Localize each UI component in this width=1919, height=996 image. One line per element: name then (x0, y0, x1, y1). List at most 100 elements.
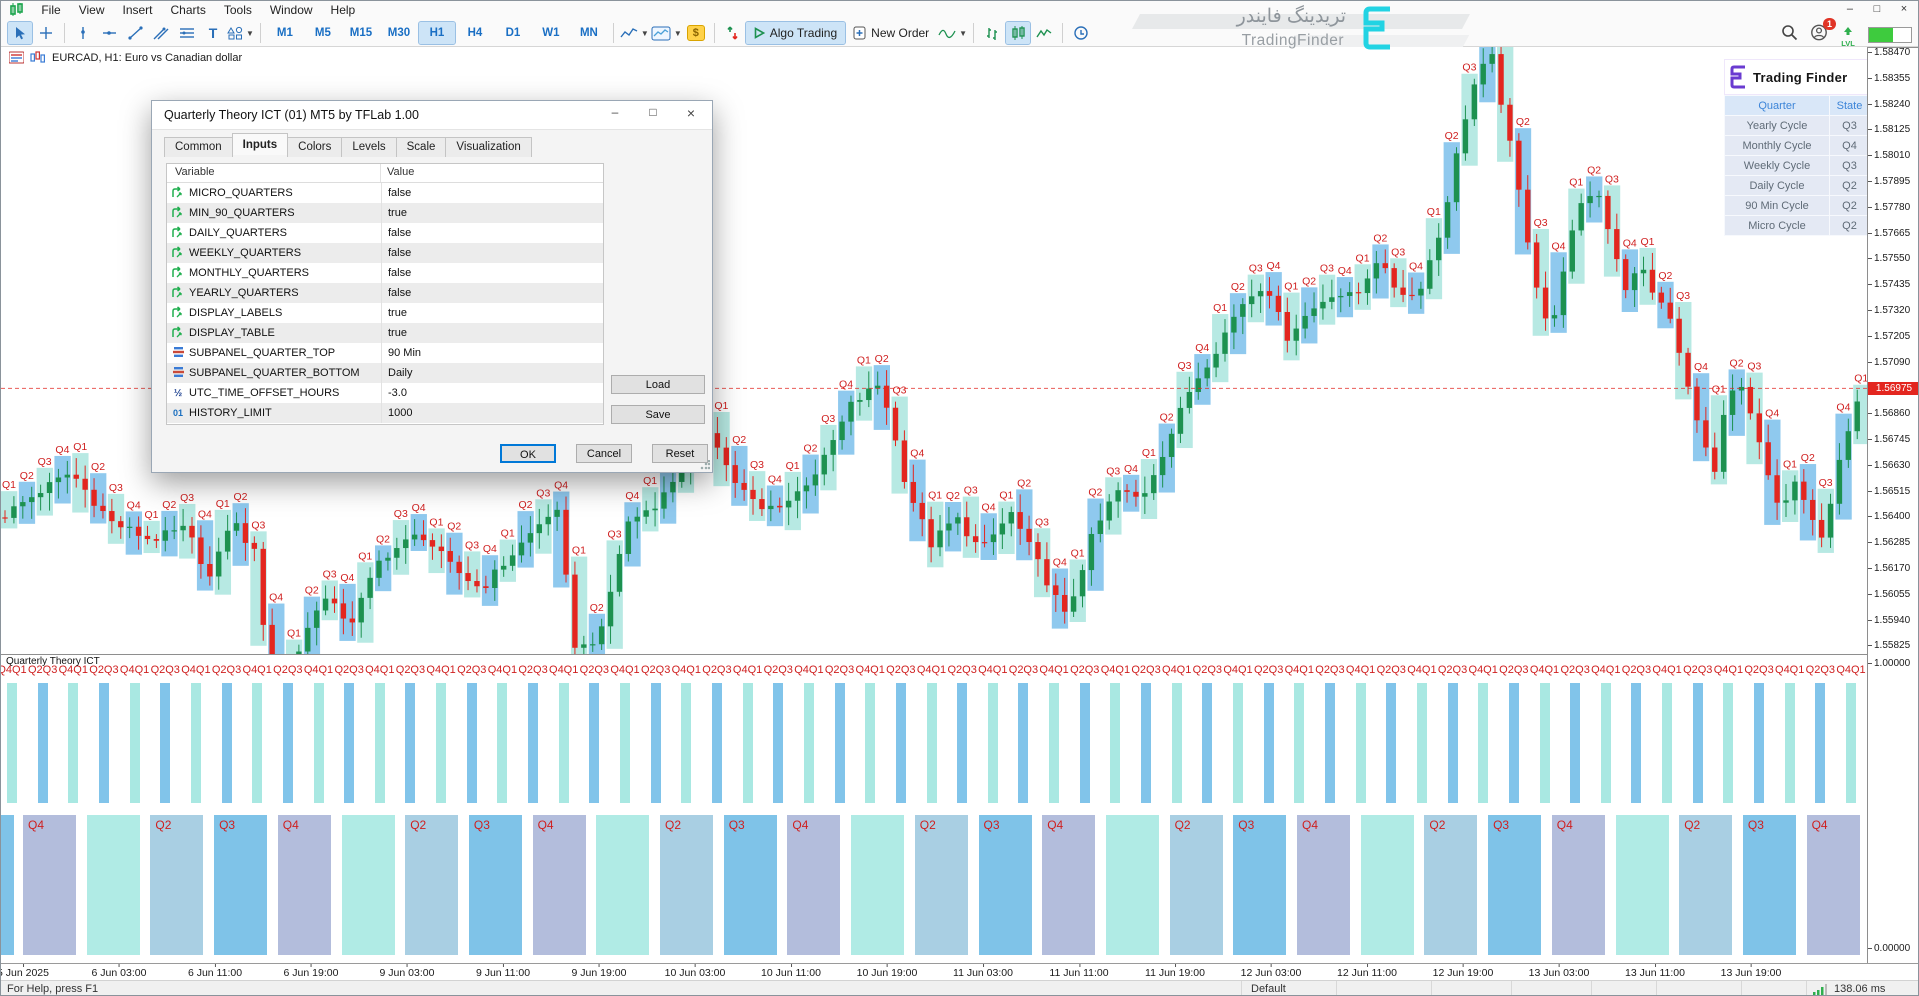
input-variable-value[interactable]: -3.0 (382, 387, 407, 399)
auto-scroll-button[interactable] (1069, 22, 1093, 44)
chart-list-icon[interactable] (9, 51, 24, 64)
chart-symbol-icon[interactable] (30, 51, 46, 64)
timeframe-m1-button[interactable]: M1 (267, 22, 303, 44)
algo-trading-button[interactable]: Algo Trading (746, 22, 845, 44)
subpanel-indicator-name[interactable]: Quarterly Theory ICT (6, 656, 100, 667)
input-variable-value[interactable]: true (382, 307, 407, 319)
enum-input-icon (172, 366, 185, 378)
cancel-button[interactable]: Cancel (576, 444, 632, 463)
indicator-subpanel[interactable]: Quarterly Theory ICT Q4Q1Q2Q3Q4Q1Q2Q3Q4Q… (1, 654, 1867, 964)
timeframe-m5-button[interactable]: M5 (305, 22, 341, 44)
input-variable-value[interactable]: true (382, 327, 407, 339)
search-icon[interactable] (1781, 24, 1798, 46)
shapes-tool-button[interactable]: ▼ (227, 22, 254, 44)
tab-common[interactable]: Common (164, 137, 233, 157)
candle-body (1026, 529, 1031, 542)
save-button[interactable]: Save (611, 405, 705, 424)
timeframe-h4-button[interactable]: H4 (457, 22, 493, 44)
status-profile[interactable]: Default (1251, 983, 1286, 995)
input-variable-value[interactable]: false (382, 267, 411, 279)
ok-button[interactable]: OK (500, 444, 556, 463)
time-axis[interactable]: 5 Jun 20256 Jun 03:006 Jun 11:006 Jun 19… (1, 963, 1919, 981)
input-row-subpanel_quarter_top[interactable]: SUBPANEL_QUARTER_TOP90 Min (167, 343, 603, 363)
line-chart-mode-button[interactable] (1032, 22, 1056, 44)
candle-body (1623, 259, 1628, 290)
input-variable-value[interactable]: Daily (382, 367, 412, 379)
bar-chart-mode-button[interactable] (980, 22, 1004, 44)
timeframe-m15-button[interactable]: M15 (343, 22, 379, 44)
timeframe-m30-button[interactable]: M30 (381, 22, 417, 44)
market-watch-button[interactable]: $ (684, 22, 708, 44)
input-variable-value[interactable]: false (382, 187, 411, 199)
profile-button[interactable]: 1 (1810, 24, 1828, 46)
dialog-titlebar[interactable]: Quarterly Theory ICT (01) MT5 by TFLab 1… (152, 101, 712, 130)
input-row-yearly_quarters[interactable]: YEARLY_QUARTERSfalse (167, 283, 603, 303)
menu-view[interactable]: View (70, 1, 114, 19)
menu-window[interactable]: Window (261, 1, 322, 19)
input-row-display_table[interactable]: DISPLAY_TABLEtrue (167, 323, 603, 343)
fibonacci-tool-button[interactable] (175, 22, 199, 44)
dialog-maximize-button[interactable]: □ (638, 105, 668, 125)
input-row-weekly_quarters[interactable]: WEEKLY_QUARTERSfalse (167, 243, 603, 263)
inputs-table[interactable]: VariableValueMICRO_QUARTERSfalseMIN_90_Q… (166, 163, 604, 425)
candle-body (1151, 475, 1156, 493)
input-variable-value[interactable]: false (382, 247, 411, 259)
input-row-micro_quarters[interactable]: MICRO_QUARTERSfalse (167, 183, 603, 203)
indicators-button[interactable]: ▼ (938, 22, 967, 44)
price-axis[interactable]: 1.584701.583551.582401.581251.580101.578… (1867, 47, 1919, 980)
channel-tool-button[interactable] (149, 22, 173, 44)
input-row-history_limit[interactable]: 01HISTORY_LIMIT1000 (167, 403, 603, 423)
cursor-tool-button[interactable] (8, 22, 32, 44)
input-variable-value[interactable]: 90 Min (382, 347, 421, 359)
time-tick: 10 Jun 11:00 (761, 967, 821, 979)
candlestick-mode-button[interactable] (1006, 22, 1030, 44)
time-tick: 5 Jun 2025 (0, 967, 49, 979)
input-row-monthly_quarters[interactable]: MONTHLY_QUARTERSfalse (167, 263, 603, 283)
candle-body (1000, 523, 1005, 534)
input-variable-value[interactable]: 1000 (382, 407, 412, 419)
menu-tools[interactable]: Tools (215, 1, 261, 19)
crosshair-tool-button[interactable] (34, 22, 58, 44)
lvl-indicator[interactable]: LVL (1840, 23, 1856, 46)
input-variable-value[interactable]: false (382, 287, 411, 299)
trendline-tool-button[interactable] (123, 22, 147, 44)
load-button[interactable]: Load (611, 375, 705, 394)
timeframe-mn-button[interactable]: MN (571, 22, 607, 44)
indicator-window-button[interactable]: ▼ (651, 22, 682, 44)
timeframe-h1-button[interactable]: H1 (419, 22, 455, 44)
menu-insert[interactable]: Insert (113, 1, 161, 19)
input-row-display_labels[interactable]: DISPLAY_LABELStrue (167, 303, 603, 323)
text-tool-button[interactable]: T (201, 22, 225, 44)
candle-body (964, 517, 969, 536)
menu-file[interactable]: File (32, 1, 69, 19)
buy-sell-arrows-button[interactable] (721, 22, 745, 44)
chart-objects-button[interactable]: ▼ (620, 22, 649, 44)
vertical-line-tool-button[interactable] (71, 22, 95, 44)
tab-inputs[interactable]: Inputs (232, 133, 289, 155)
dialog-close-button[interactable]: × (676, 105, 706, 125)
input-row-min_90_quarters[interactable]: MIN_90_QUARTERStrue (167, 203, 603, 223)
dialog-minimize-button[interactable]: – (600, 105, 630, 125)
window-restore-button[interactable]: □ (1865, 1, 1889, 15)
tab-colors[interactable]: Colors (287, 137, 342, 157)
input-variable-value[interactable]: true (382, 207, 407, 219)
menu-help[interactable]: Help (322, 1, 365, 19)
timeframe-d1-button[interactable]: D1 (495, 22, 531, 44)
input-row-subpanel_quarter_bottom[interactable]: SUBPANEL_QUARTER_BOTTOMDaily (167, 363, 603, 383)
input-row-daily_quarters[interactable]: DAILY_QUARTERSfalse (167, 223, 603, 243)
menu-charts[interactable]: Charts (162, 1, 215, 19)
quarter-band-label: Q4 (127, 499, 141, 511)
candle-body (1757, 413, 1762, 442)
timeframe-w1-button[interactable]: W1 (533, 22, 569, 44)
input-row-utc_time_offset_hours[interactable]: ½UTC_TIME_OFFSET_HOURS-3.0 (167, 383, 603, 403)
input-variable-value[interactable]: false (382, 227, 411, 239)
tab-scale[interactable]: Scale (396, 137, 447, 157)
new-order-button[interactable]: New Order (845, 22, 937, 44)
horizontal-line-tool-button[interactable] (97, 22, 121, 44)
window-minimize-button[interactable]: – (1838, 1, 1862, 15)
tab-levels[interactable]: Levels (341, 137, 396, 157)
dialog-resize-grip[interactable] (700, 460, 710, 470)
window-close-button[interactable]: × (1892, 1, 1916, 15)
tab-visualization[interactable]: Visualization (445, 137, 531, 157)
daily-quarter-block (533, 815, 586, 955)
